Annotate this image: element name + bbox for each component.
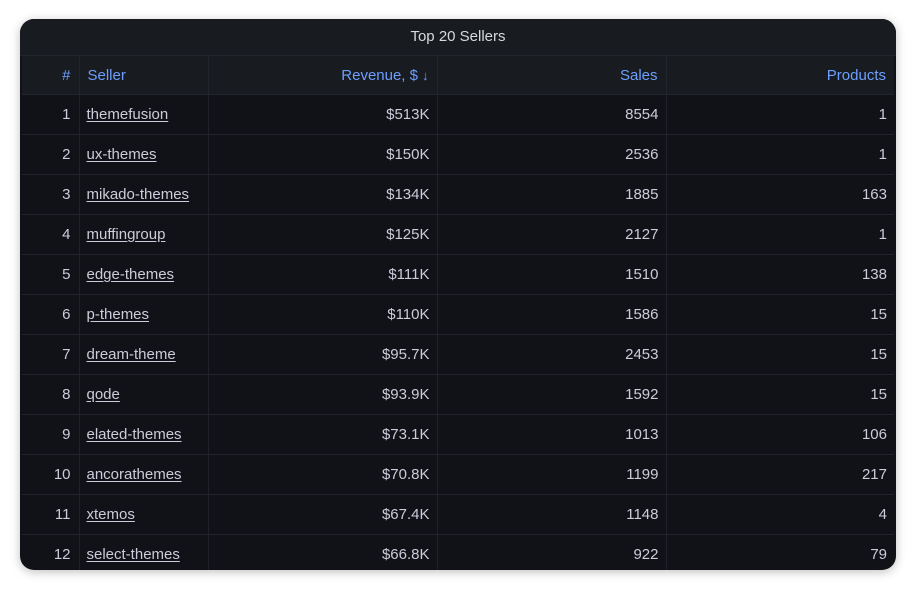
column-header-revenue[interactable]: Revenue, $ ↓ bbox=[208, 56, 438, 95]
cell-sales: 2127 bbox=[437, 214, 667, 255]
cell-rank: 5 bbox=[22, 254, 80, 295]
table-row: 2 ux-themes $150K 2536 1 bbox=[22, 134, 894, 175]
seller-link[interactable]: ancorathemes bbox=[86, 466, 182, 483]
seller-link[interactable]: muffingroup bbox=[86, 226, 166, 243]
table-row: 7 dream-theme $95.7K 2453 15 bbox=[22, 334, 894, 375]
cell-rank: 1 bbox=[22, 94, 80, 135]
cell-sales: 922 bbox=[437, 534, 667, 570]
cell-seller: elated-themes bbox=[79, 414, 209, 455]
column-header-seller[interactable]: Seller bbox=[79, 56, 209, 95]
cell-products: 4 bbox=[666, 494, 894, 535]
cell-products: 163 bbox=[666, 174, 894, 215]
cell-sales: 8554 bbox=[437, 94, 667, 135]
column-header-sales[interactable]: Sales bbox=[437, 56, 667, 95]
seller-link[interactable]: dream-theme bbox=[86, 346, 176, 363]
column-header-rank[interactable]: # bbox=[22, 56, 80, 95]
cell-revenue: $110K bbox=[208, 294, 438, 335]
table-header-row: # Seller Revenue, $ ↓ Sales Products bbox=[22, 56, 894, 95]
cell-seller: p-themes bbox=[79, 294, 209, 335]
seller-link[interactable]: ux-themes bbox=[86, 146, 157, 163]
seller-link[interactable]: themefusion bbox=[86, 106, 169, 123]
table-row: 3 mikado-themes $134K 1885 163 bbox=[22, 174, 894, 215]
cell-rank: 12 bbox=[22, 534, 80, 570]
table-row: 5 edge-themes $111K 1510 138 bbox=[22, 254, 894, 295]
table-row: 12 select-themes $66.8K 922 79 bbox=[22, 534, 894, 570]
cell-rank: 11 bbox=[22, 494, 80, 535]
cell-products: 138 bbox=[666, 254, 894, 295]
cell-products: 217 bbox=[666, 454, 894, 495]
table-row: 1 themefusion $513K 8554 1 bbox=[22, 94, 894, 135]
cell-products: 1 bbox=[666, 94, 894, 135]
cell-products: 106 bbox=[666, 414, 894, 455]
cell-sales: 1885 bbox=[437, 174, 667, 215]
cell-revenue: $111K bbox=[208, 254, 438, 295]
cell-revenue: $134K bbox=[208, 174, 438, 215]
cell-seller: mikado-themes bbox=[79, 174, 209, 215]
top-sellers-panel: Top 20 Sellers # Seller Revenue, $ ↓ Sale… bbox=[20, 19, 896, 570]
cell-sales: 1592 bbox=[437, 374, 667, 415]
cell-revenue: $513K bbox=[208, 94, 438, 135]
cell-products: 15 bbox=[666, 334, 894, 375]
cell-seller: xtemos bbox=[79, 494, 209, 535]
seller-link[interactable]: edge-themes bbox=[86, 266, 175, 283]
seller-link[interactable]: qode bbox=[86, 386, 120, 403]
cell-sales: 2453 bbox=[437, 334, 667, 375]
seller-link[interactable]: p-themes bbox=[86, 306, 150, 323]
cell-sales: 1148 bbox=[437, 494, 667, 535]
cell-rank: 4 bbox=[22, 214, 80, 255]
cell-products: 15 bbox=[666, 374, 894, 415]
cell-revenue: $93.9K bbox=[208, 374, 438, 415]
table-row: 10 ancorathemes $70.8K 1199 217 bbox=[22, 454, 894, 495]
cell-revenue: $66.8K bbox=[208, 534, 438, 570]
table-row: 8 qode $93.9K 1592 15 bbox=[22, 374, 894, 415]
cell-revenue: $70.8K bbox=[208, 454, 438, 495]
seller-link[interactable]: xtemos bbox=[86, 506, 135, 523]
cell-seller: ux-themes bbox=[79, 134, 209, 175]
cell-rank: 7 bbox=[22, 334, 80, 375]
cell-revenue: $73.1K bbox=[208, 414, 438, 455]
cell-seller: themefusion bbox=[79, 94, 209, 135]
table-row: 9 elated-themes $73.1K 1013 106 bbox=[22, 414, 894, 455]
cell-rank: 8 bbox=[22, 374, 80, 415]
cell-seller: dream-theme bbox=[79, 334, 209, 375]
cell-revenue: $67.4K bbox=[208, 494, 438, 535]
cell-sales: 1199 bbox=[437, 454, 667, 495]
cell-rank: 6 bbox=[22, 294, 80, 335]
cell-seller: edge-themes bbox=[79, 254, 209, 295]
cell-sales: 1013 bbox=[437, 414, 667, 455]
cell-products: 1 bbox=[666, 134, 894, 175]
table-row: 4 muffingroup $125K 2127 1 bbox=[22, 214, 894, 255]
panel-title: Top 20 Sellers bbox=[20, 19, 896, 56]
cell-seller: qode bbox=[79, 374, 209, 415]
column-header-revenue-label: Revenue, $ bbox=[341, 66, 418, 84]
cell-revenue: $95.7K bbox=[208, 334, 438, 375]
cell-rank: 2 bbox=[22, 134, 80, 175]
cell-sales: 2536 bbox=[437, 134, 667, 175]
cell-products: 1 bbox=[666, 214, 894, 255]
cell-rank: 10 bbox=[22, 454, 80, 495]
table-row: 6 p-themes $110K 1586 15 bbox=[22, 294, 894, 335]
cell-seller: ancorathemes bbox=[79, 454, 209, 495]
cell-products: 79 bbox=[666, 534, 894, 570]
cell-seller: select-themes bbox=[79, 534, 209, 570]
cell-seller: muffingroup bbox=[79, 214, 209, 255]
cell-revenue: $125K bbox=[208, 214, 438, 255]
seller-link[interactable]: elated-themes bbox=[86, 426, 182, 443]
table-row: 11 xtemos $67.4K 1148 4 bbox=[22, 494, 894, 535]
cell-rank: 3 bbox=[22, 174, 80, 215]
seller-link[interactable]: select-themes bbox=[86, 546, 180, 563]
seller-link[interactable]: mikado-themes bbox=[86, 186, 190, 203]
cell-sales: 1510 bbox=[437, 254, 667, 295]
cell-sales: 1586 bbox=[437, 294, 667, 335]
sellers-table: # Seller Revenue, $ ↓ Sales Products 1 the… bbox=[22, 56, 894, 570]
cell-revenue: $150K bbox=[208, 134, 438, 175]
column-header-products[interactable]: Products bbox=[666, 56, 894, 95]
arrow-down-icon: ↓ bbox=[422, 67, 429, 83]
cell-products: 15 bbox=[666, 294, 894, 335]
cell-rank: 9 bbox=[22, 414, 80, 455]
